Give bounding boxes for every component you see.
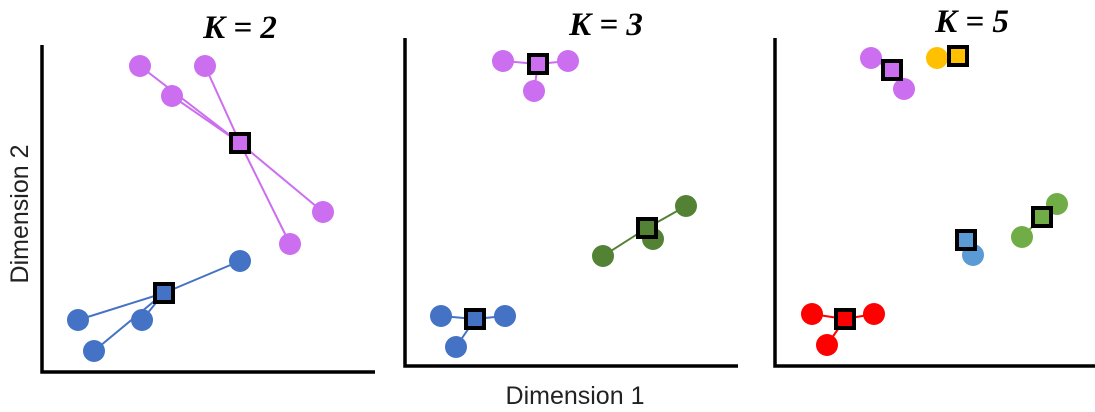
data-point bbox=[816, 334, 838, 356]
data-point bbox=[131, 309, 153, 331]
data-point bbox=[279, 233, 301, 255]
centroid-marker bbox=[229, 132, 251, 154]
centroid-marker bbox=[881, 59, 903, 81]
data-point bbox=[675, 195, 697, 217]
data-point bbox=[860, 47, 882, 69]
panel-k5: K = 5 bbox=[773, 4, 1095, 368]
cluster-link bbox=[239, 142, 324, 213]
data-point bbox=[494, 305, 516, 327]
centroid-marker bbox=[955, 229, 977, 251]
data-point bbox=[926, 47, 948, 69]
centroid-marker bbox=[834, 308, 856, 330]
cluster-link bbox=[204, 65, 241, 144]
y-axis-label: Dimension 2 bbox=[6, 145, 34, 284]
cluster-link bbox=[171, 95, 241, 144]
cluster-link bbox=[163, 260, 241, 294]
panel-k2: K = 2 bbox=[40, 10, 375, 374]
panel-title-k2: K = 2 bbox=[202, 10, 277, 46]
centroid-marker bbox=[947, 45, 969, 67]
data-point bbox=[863, 303, 885, 325]
cluster-link bbox=[239, 142, 291, 245]
data-point bbox=[430, 305, 452, 327]
data-point bbox=[893, 78, 915, 100]
cluster-link bbox=[93, 292, 165, 352]
data-point bbox=[67, 309, 89, 331]
centroid-marker bbox=[1031, 206, 1053, 228]
data-point bbox=[1011, 226, 1033, 248]
panel-title-k3: K = 3 bbox=[568, 7, 643, 43]
data-point bbox=[492, 50, 514, 72]
panel-title-k5: K = 5 bbox=[934, 4, 1009, 40]
cluster-link bbox=[139, 65, 241, 144]
data-point bbox=[445, 336, 467, 358]
centroid-marker bbox=[153, 282, 175, 304]
centroid-marker bbox=[527, 53, 549, 75]
centroid-marker bbox=[464, 308, 486, 330]
x-axis-label: Dimension 1 bbox=[506, 382, 645, 410]
data-point bbox=[592, 245, 614, 267]
cluster-link bbox=[77, 292, 165, 321]
data-point bbox=[161, 85, 183, 107]
data-point bbox=[229, 250, 251, 272]
panel-axes-k2 bbox=[40, 45, 375, 374]
data-point bbox=[523, 80, 545, 102]
panel-axes-k5 bbox=[773, 38, 1095, 368]
data-point bbox=[801, 303, 823, 325]
panel-k3: K = 3 bbox=[403, 7, 738, 368]
centroid-marker bbox=[636, 217, 658, 239]
data-point bbox=[129, 55, 151, 77]
data-point bbox=[557, 50, 579, 72]
panel-axes-k3 bbox=[403, 38, 738, 368]
data-point bbox=[194, 55, 216, 77]
data-point bbox=[83, 340, 105, 362]
data-point bbox=[312, 201, 334, 223]
